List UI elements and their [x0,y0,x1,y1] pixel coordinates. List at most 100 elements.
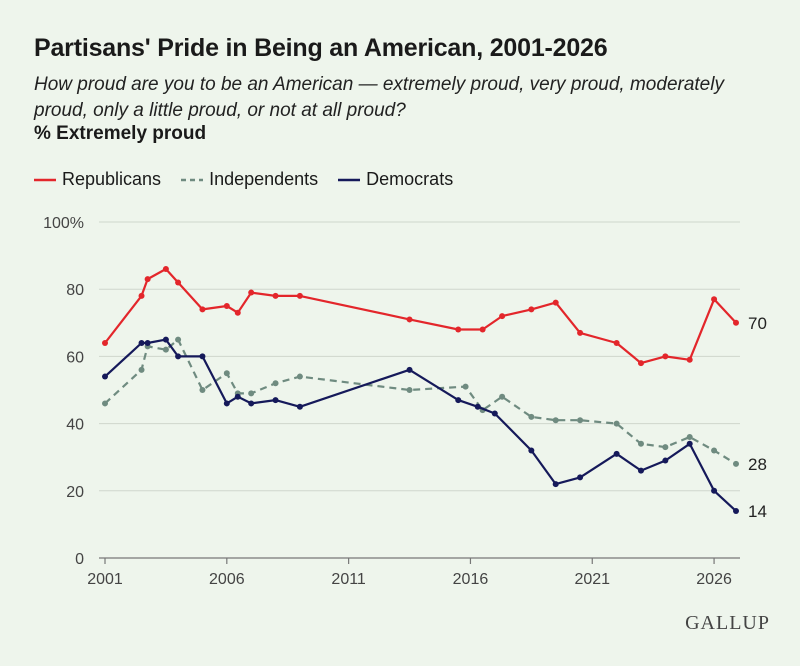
y-tick-label: 100% [43,215,84,232]
data-point-republicans [613,339,620,346]
data-point-democrats [138,339,145,346]
data-point-independents [733,460,739,467]
data-point-democrats [406,366,413,373]
data-point-republicans [296,292,303,299]
end-label-democrats: 14 [748,502,767,521]
data-point-independents [613,420,620,427]
x-tick-label: 2001 [87,571,123,588]
data-point-republicans [552,299,559,306]
data-point-democrats [686,440,693,447]
legend: Republicans Independents Democrats [34,169,473,190]
data-point-republicans [686,356,693,363]
y-tick-label: 60 [66,349,84,366]
data-point-republicans [528,306,535,313]
data-point-republicans [248,289,255,296]
data-point-independents [248,390,255,397]
data-point-independents [686,434,693,441]
x-tick-label: 2006 [209,571,245,588]
legend-item-independents: Independents [181,169,318,190]
data-point-democrats [637,467,644,474]
data-point-independents [552,417,559,424]
data-point-republicans [144,276,151,283]
data-point-republicans [272,292,279,299]
data-point-independents [175,336,182,343]
data-point-republicans [479,326,486,333]
data-point-republicans [199,306,206,313]
x-tick-label: 2021 [574,571,610,588]
legend-swatch-democrats [338,178,361,181]
legend-item-republicans: Republicans [34,169,161,190]
legend-label-democrats: Democrats [366,169,454,189]
data-point-republicans [406,316,413,323]
data-point-republicans [175,279,182,286]
y-tick-label: 40 [66,417,84,434]
data-point-independents [577,417,584,424]
chart-subtitle: How proud are you to be an American — ex… [34,74,724,121]
data-point-democrats [102,373,108,380]
data-point-independents [223,370,230,377]
data-point-independents [711,447,718,454]
data-point-independents [162,346,169,353]
data-point-democrats [199,353,206,360]
chart-title: Partisans' Pride in Being an American, 2… [34,34,608,62]
data-point-republicans [102,339,108,346]
data-point-republicans [223,303,230,309]
data-point-democrats [223,400,230,407]
y-tick-label: 20 [66,484,84,501]
x-tick-label: 2016 [453,571,489,588]
end-label-republicans: 70 [748,314,767,333]
data-point-republicans [138,292,145,299]
data-point-independents [662,444,669,451]
legend-label-republicans: Republicans [62,169,162,189]
data-point-republicans [577,329,584,336]
data-point-democrats [175,353,182,360]
data-point-democrats [455,397,462,404]
data-point-republicans [662,353,669,360]
data-point-democrats [552,481,559,488]
series-line-democrats [104,338,737,512]
data-point-democrats [528,447,535,454]
data-point-democrats [733,507,739,514]
data-point-democrats [248,400,255,407]
data-point-democrats [613,450,620,457]
legend-swatch-independents [181,178,204,181]
data-point-republicans [711,296,718,303]
data-point-independents [406,387,413,393]
data-point-independents [499,393,506,400]
data-point-independents [462,383,469,390]
data-point-republicans [499,313,506,320]
data-point-republicans [637,360,644,367]
data-point-democrats [711,487,718,494]
data-point-democrats [162,336,169,343]
data-point-democrats [272,397,279,404]
data-point-independents [296,373,303,380]
y-tick-label: 80 [66,282,84,299]
data-point-independents [102,400,108,407]
y-tick-label: 0 [75,551,84,568]
legend-item-democrats: Democrats [338,169,453,190]
legend-swatch-republicans [34,178,56,181]
measure-label: % Extremely proud [34,123,207,144]
series-line-republicans [104,267,737,365]
data-point-democrats [296,403,303,410]
data-point-independents [138,366,145,373]
data-point-democrats [144,339,151,346]
data-point-republicans [234,309,241,316]
data-point-independents [637,440,644,447]
data-point-independents [272,380,279,387]
gallup-logo: GALLUP [685,612,770,634]
data-point-democrats [234,393,241,400]
x-tick-label: 2026 [696,571,732,588]
x-tick-label: 2011 [331,571,366,588]
data-point-democrats [491,410,498,417]
data-point-independents [199,387,206,393]
data-point-democrats [474,403,481,410]
data-point-republicans [162,266,169,273]
data-point-republicans [733,319,739,326]
data-point-independents [528,413,535,420]
data-point-democrats [577,474,584,481]
data-point-republicans [455,326,462,333]
data-point-democrats [662,457,669,464]
end-label-independents: 28 [748,455,767,474]
